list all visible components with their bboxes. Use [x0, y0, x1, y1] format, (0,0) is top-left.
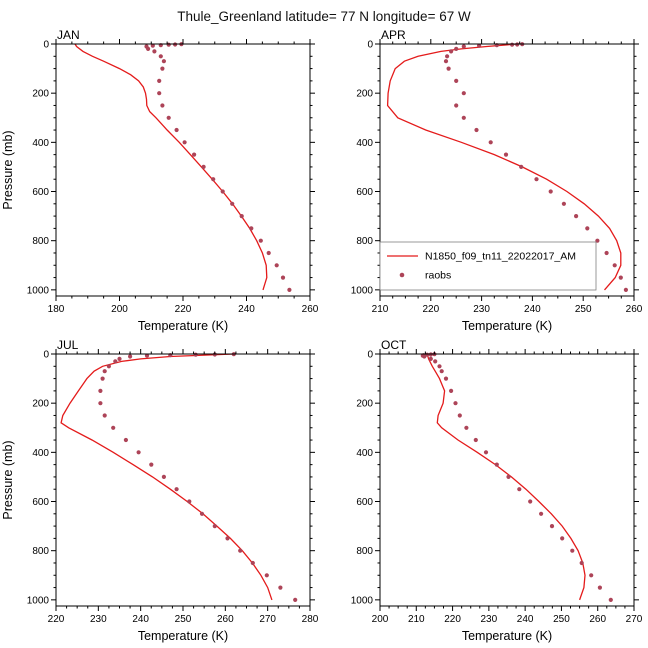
svg-text:1000: 1000 — [27, 285, 50, 296]
axis-tick-labels: 200 210 220 230 240 250 260 270 0 200 400 600 800 100… — [351, 350, 643, 626]
axis-ticks — [51, 39, 315, 301]
legend-dot-label: raobs — [425, 270, 451, 282]
svg-text:200: 200 — [111, 304, 128, 315]
plot-area — [386, 42, 628, 292]
svg-text:600: 600 — [356, 187, 373, 198]
raobs-dots — [443, 42, 628, 292]
svg-text:220: 220 — [175, 304, 192, 315]
legend-dot-sample — [399, 272, 405, 278]
panel-label: JAN — [57, 28, 80, 42]
svg-text:220: 220 — [422, 304, 439, 315]
plot-area — [420, 352, 613, 602]
svg-text:260: 260 — [302, 304, 319, 315]
svg-text:260: 260 — [626, 304, 643, 315]
svg-text:240: 240 — [524, 304, 541, 315]
x-axis-title: Temperature (K) — [138, 629, 228, 643]
svg-text:0: 0 — [367, 40, 373, 51]
model-line — [386, 43, 622, 291]
svg-text:260: 260 — [589, 614, 606, 625]
svg-text:1000: 1000 — [351, 285, 374, 296]
model-line — [74, 43, 268, 291]
y-axis-title: Pressure (mb) — [1, 130, 15, 209]
panel-grid: 180 200 220 240 260 0 200 400 600 800 1000 JAN Tempe… — [0, 26, 648, 646]
panel-label: JUL — [57, 338, 79, 352]
svg-text:400: 400 — [356, 138, 373, 149]
chart-jul: 220 230 240 250 260 270 280 0 200 400 600 800 1000 JU… — [1, 338, 319, 643]
svg-text:200: 200 — [32, 89, 49, 100]
chart-oct: 200 210 220 230 240 250 260 270 0 200 400 600 800 100… — [351, 338, 643, 643]
svg-text:400: 400 — [32, 448, 49, 459]
plot-area — [60, 352, 298, 602]
svg-text:270: 270 — [259, 614, 276, 625]
raobs-dots — [144, 42, 292, 292]
raobs-dots — [420, 352, 613, 602]
svg-text:200: 200 — [356, 89, 373, 100]
svg-text:220: 220 — [444, 614, 461, 625]
svg-text:230: 230 — [473, 304, 490, 315]
svg-text:0: 0 — [43, 350, 49, 361]
axis-ticks — [51, 349, 315, 611]
svg-text:200: 200 — [32, 399, 49, 410]
svg-text:230: 230 — [90, 614, 107, 625]
legend-box — [379, 241, 597, 291]
svg-text:1000: 1000 — [351, 595, 374, 606]
svg-text:600: 600 — [32, 497, 49, 508]
legend-line-label: N1850_f09_tn11_22022017_AM — [425, 251, 576, 263]
svg-text:180: 180 — [48, 304, 65, 315]
svg-text:280: 280 — [302, 614, 319, 625]
svg-text:800: 800 — [32, 236, 49, 247]
svg-text:250: 250 — [175, 614, 192, 625]
svg-text:250: 250 — [575, 304, 592, 315]
svg-text:230: 230 — [481, 614, 498, 625]
axis-tick-labels: 210 220 230 240 250 260 0 200 400 600 800 1000 — [351, 40, 643, 316]
x-axis-title: Temperature (K) — [138, 319, 228, 333]
svg-text:600: 600 — [32, 187, 49, 198]
svg-text:600: 600 — [356, 497, 373, 508]
panel-label: APR — [381, 28, 406, 42]
x-axis-title: Temperature (K) — [462, 629, 552, 643]
svg-text:220: 220 — [48, 614, 65, 625]
raobs-dots — [98, 352, 298, 602]
plot-area — [74, 42, 292, 292]
svg-text:200: 200 — [372, 614, 389, 625]
svg-text:250: 250 — [553, 614, 570, 625]
svg-text:210: 210 — [372, 304, 389, 315]
axis-ticks — [375, 349, 639, 611]
axis-ticks — [375, 39, 639, 301]
chart-apr: 210 220 230 240 250 260 0 200 400 600 800 1000 APR Te… — [351, 28, 643, 333]
svg-text:240: 240 — [132, 614, 149, 625]
panel-label: OCT — [381, 338, 407, 352]
svg-text:0: 0 — [367, 350, 373, 361]
svg-text:0: 0 — [43, 40, 49, 51]
plot-frame — [379, 353, 635, 607]
svg-text:240: 240 — [238, 304, 255, 315]
svg-text:400: 400 — [356, 448, 373, 459]
plot-frame — [55, 353, 311, 607]
svg-text:270: 270 — [626, 614, 643, 625]
y-axis-title: Pressure (mb) — [1, 440, 15, 519]
svg-text:260: 260 — [217, 614, 234, 625]
svg-text:210: 210 — [408, 614, 425, 625]
plot-frame — [55, 43, 311, 297]
svg-text:200: 200 — [356, 399, 373, 410]
x-axis-title: Temperature (K) — [462, 319, 552, 333]
axis-tick-labels: 220 230 240 250 260 270 280 0 200 400 600 800 1000 — [27, 350, 319, 626]
svg-text:1000: 1000 — [27, 595, 50, 606]
svg-text:800: 800 — [356, 546, 373, 557]
svg-text:240: 240 — [517, 614, 534, 625]
chart-jan: 180 200 220 240 260 0 200 400 600 800 1000 JAN Tempe… — [1, 28, 319, 333]
figure-title: Thule_Greenland latitude= 77 N longitude… — [177, 9, 471, 24]
svg-text:800: 800 — [32, 546, 49, 557]
svg-text:800: 800 — [356, 236, 373, 247]
model-line — [426, 353, 586, 601]
model-line — [60, 353, 273, 601]
axis-tick-labels: 180 200 220 240 260 0 200 400 600 800 1000 — [27, 40, 319, 316]
svg-text:400: 400 — [32, 138, 49, 149]
